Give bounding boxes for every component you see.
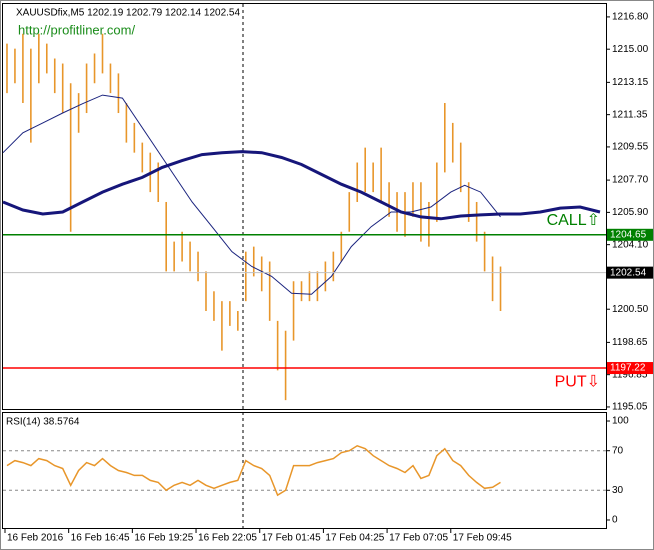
rsi-title: RSI(14) 38.5764 [6,417,80,428]
y-tick-label: 1195.05 [612,402,648,413]
y-tick-label: 70 [612,445,624,456]
y-tick-label: 1205.90 [612,207,649,218]
level-label-box [607,362,653,375]
x-tick-label: 17 Feb 01:45 [262,533,321,544]
y-tick-label: 1198.65 [612,337,648,348]
y-tick-label: 0 [612,515,618,526]
moving-average [2,150,601,221]
level-label-box [607,228,653,241]
y-tick-label: 30 [612,485,624,496]
moving-average [2,94,501,295]
level-label: 1202.54 [610,267,647,278]
y-tick-label: 1216.80 [612,12,649,23]
watermark: http://profitliner.com/ [18,22,135,37]
y-tick-label: 1209.55 [612,142,649,153]
x-tick-label: 17 Feb 09:45 [453,533,512,544]
y-tick-label: 1204.10 [612,239,649,250]
rsi-panel [2,412,607,529]
x-tick-label: 16 Feb 19:25 [134,533,193,544]
price-panel [2,3,607,410]
x-tick-label: 16 Feb 2016 [7,533,64,544]
x-tick-label: 17 Feb 07:05 [389,533,448,544]
rsi-layer: 100 70 30 0 [3,416,629,526]
y-tick-label: 1213.15 [612,77,649,88]
level-label: 1197.22 [610,363,646,374]
level-note: PUT⇩ [555,373,600,390]
y-tick-label: 1211.35 [612,109,648,120]
chart-title: XAUUSDfix,M5 1202.19 1202.79 1202.14 120… [16,8,240,19]
y-tick-label: 1215.00 [612,44,649,55]
y-tick-label: 1207.70 [612,175,649,186]
x-tick-label: 17 Feb 04:25 [325,533,384,544]
level-note: CALL⇧ [547,212,600,229]
y-tick-label: 100 [612,416,629,427]
line [6,444,501,497]
x-tick-label: 16 Feb 16:45 [71,533,130,544]
price-layer: 1216.80 1215.00 1213.15 1211.35 1209.55 1207.… [2,12,653,413]
level-label: 1204.65 [610,229,647,240]
x-tick-label: 16 Feb 22:05 [198,533,257,544]
level-label-box [607,266,653,279]
y-tick-label: 1196.85 [612,369,648,380]
y-tick-label: 1200.50 [612,304,649,315]
